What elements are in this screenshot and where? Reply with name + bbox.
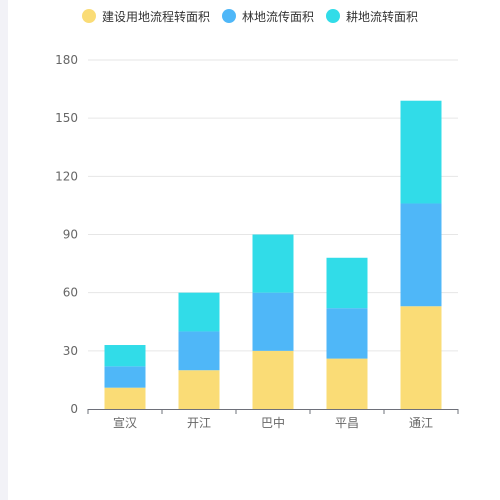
y-axis-ticks: 0 30 60 90 120 150 180 <box>55 53 78 416</box>
bar-1-series-1[interactable] <box>178 331 220 371</box>
bar-4-series-2[interactable] <box>400 100 442 204</box>
legend: 建设用地流程转面积 林地流传面积 耕地流转面积 <box>0 6 500 26</box>
legend-item-construction[interactable]: 建设用地流程转面积 <box>81 8 210 25</box>
bars <box>104 100 442 409</box>
x-tick-label-1: 开江 <box>187 416 211 430</box>
legend-dot-construction <box>81 9 96 23</box>
legend-dot-forest <box>221 9 236 23</box>
bar-0-series-1[interactable] <box>104 366 146 388</box>
legend-item-farmland[interactable]: 耕地流转面积 <box>326 8 418 25</box>
legend-label-farmland: 耕地流转面积 <box>346 9 419 24</box>
x-tick-label-4: 通江 <box>409 416 433 430</box>
y-tick-label-180: 180 <box>55 53 78 67</box>
bar-3-series-2[interactable] <box>326 257 368 309</box>
bar-1-series-0[interactable] <box>178 370 220 409</box>
bar-2-series-1[interactable] <box>252 292 294 351</box>
legend-item-forest[interactable]: 林地流传面积 <box>221 8 314 25</box>
bar-2-series-0[interactable] <box>252 350 294 409</box>
y-tick-label-150: 150 <box>55 111 78 125</box>
bar-2-series-2[interactable] <box>252 234 294 293</box>
y-tick-label-30: 30 <box>63 344 78 358</box>
y-tick-label-90: 90 <box>63 228 78 242</box>
y-tick-label-60: 60 <box>63 286 78 300</box>
x-axis: 宣汉 开江 巴中 平昌 通江 <box>87 409 459 430</box>
x-tick-label-0: 宣汉 <box>113 415 137 430</box>
bar-0-series-2[interactable] <box>104 345 146 367</box>
bar-3-series-1[interactable] <box>326 308 368 359</box>
bar-3-series-0[interactable] <box>326 358 368 409</box>
y-tick-label-120: 120 <box>55 169 78 183</box>
legend-label-forest: 林地流传面积 <box>241 9 314 24</box>
bar-4-series-0[interactable] <box>400 306 442 409</box>
bar-1-series-2[interactable] <box>178 292 220 332</box>
left-strip <box>0 0 8 500</box>
bar-0-series-0[interactable] <box>104 387 146 409</box>
x-tick-label-3: 平昌 <box>335 416 359 430</box>
legend-dot-farmland <box>326 9 340 23</box>
legend-label-construction: 建设用地流程转面积 <box>101 9 210 24</box>
y-tick-label-0: 0 <box>70 402 78 416</box>
x-tick-label-2: 巴中 <box>261 415 285 430</box>
bar-4-series-1[interactable] <box>400 203 442 307</box>
